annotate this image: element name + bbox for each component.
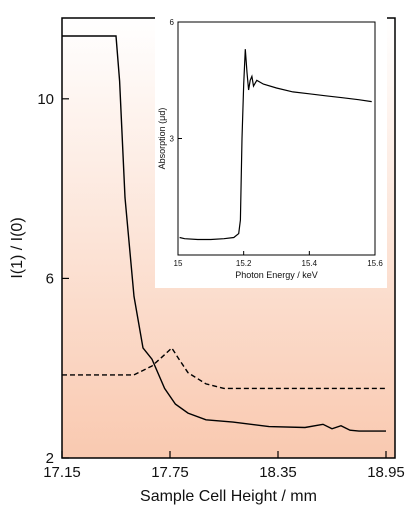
inset-series-group bbox=[179, 49, 372, 241]
inset-y-axis-title: Absorption (μd) bbox=[157, 108, 167, 170]
inset-y-tick-label: 6 bbox=[170, 18, 175, 27]
inset-chart: 15 15.2 15.4 15.6 3 6 Photon Energy / keV Abs… bbox=[155, 12, 387, 288]
inset-x-tick-label: 15 bbox=[174, 259, 183, 268]
x-tick-label: 17.15 bbox=[43, 464, 81, 481]
inset-y-tick-label: 3 bbox=[170, 135, 175, 144]
y-axis-title: I(1) / I(0) bbox=[9, 217, 26, 278]
x-tick-label: 18.35 bbox=[259, 464, 297, 481]
main-axis-ticks: 17.15 17.75 18.35 18.95 2 6 10 bbox=[37, 91, 404, 481]
main-series-group bbox=[62, 35, 386, 432]
inset-background bbox=[155, 12, 387, 288]
dashed-series-line bbox=[62, 346, 386, 390]
x-axis-title: Sample Cell Height / mm bbox=[140, 488, 317, 505]
inset-x-tick-label: 15.2 bbox=[236, 259, 252, 268]
inset-x-tick-label: 15.4 bbox=[302, 259, 318, 268]
inset-frame bbox=[177, 21, 376, 256]
inset-series-line bbox=[179, 49, 372, 241]
y-tick-label: 10 bbox=[37, 91, 54, 108]
inset-x-tick-label: 15.6 bbox=[367, 259, 383, 268]
y-tick-label: 2 bbox=[46, 450, 54, 467]
solid-series-line bbox=[62, 35, 386, 432]
x-tick-label: 17.75 bbox=[151, 464, 189, 481]
inset-x-axis-title: Photon Energy / keV bbox=[235, 270, 318, 280]
x-tick-label: 18.95 bbox=[367, 464, 405, 481]
y-tick-label: 6 bbox=[46, 270, 54, 287]
